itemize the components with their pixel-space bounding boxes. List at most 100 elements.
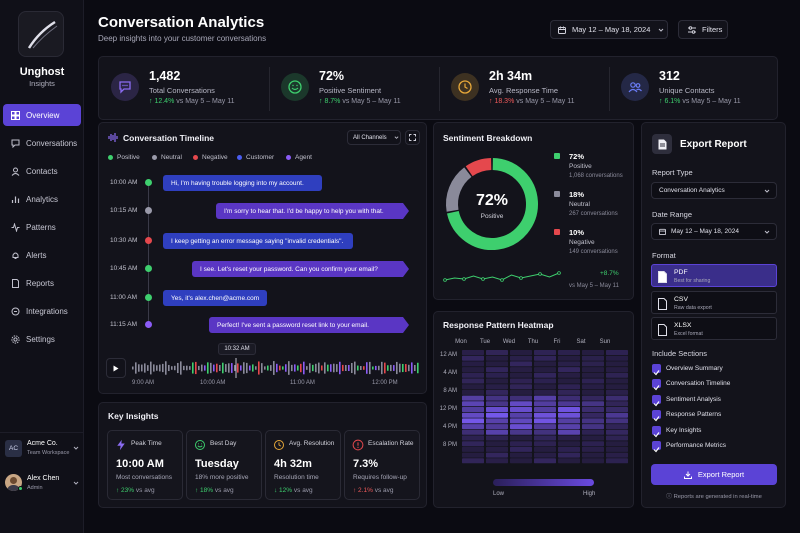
heatmap-cell bbox=[486, 435, 508, 441]
waveform-bar bbox=[216, 363, 218, 373]
export-footnote: ⓘ Reports are generated in real-time bbox=[651, 491, 777, 500]
plug-icon bbox=[11, 307, 26, 316]
waveform-bar bbox=[186, 365, 188, 371]
user-menu[interactable]: Alex Chen Admin bbox=[5, 474, 81, 496]
heatmap-cell bbox=[558, 441, 580, 447]
sentiment-pct: 72% bbox=[569, 152, 585, 161]
sentiment-name: Positive bbox=[569, 163, 592, 170]
heatmap-cell bbox=[558, 401, 580, 407]
waveform-bar bbox=[132, 366, 134, 370]
heatmap-cell bbox=[486, 361, 508, 367]
sidebar-item-alerts[interactable]: Alerts bbox=[3, 244, 81, 266]
section-checkbox[interactable] bbox=[652, 441, 661, 453]
waveform-bar bbox=[144, 363, 146, 373]
format-option-pdf[interactable]: PDF Best for sharing bbox=[651, 264, 777, 287]
filters-button[interactable]: Filters bbox=[678, 20, 728, 39]
waveform[interactable] bbox=[132, 358, 420, 378]
heatmap-cell bbox=[510, 367, 532, 373]
sidebar-item-conversations[interactable]: Conversations bbox=[3, 132, 81, 154]
sidebar-item-patterns[interactable]: Patterns bbox=[3, 216, 81, 238]
format-option-csv[interactable]: CSV Raw data export bbox=[651, 291, 777, 314]
sidebar-item-contacts[interactable]: Contacts bbox=[3, 160, 81, 182]
heatmap-cell bbox=[606, 395, 628, 401]
insight-card: Avg. Resolution 4h 32m Resolution time ↓ 12… bbox=[265, 430, 341, 500]
heatmap-cell bbox=[486, 378, 508, 384]
insight-change: ↑ 18% vs avg bbox=[195, 487, 234, 494]
stat-divider bbox=[269, 67, 270, 111]
chat-icon bbox=[11, 139, 26, 148]
waveform-bar bbox=[258, 361, 260, 375]
alert-icon bbox=[352, 438, 364, 451]
waveform-bar bbox=[147, 365, 149, 371]
sidebar-item-integrations[interactable]: Integrations bbox=[3, 300, 81, 322]
heatmap-cell bbox=[462, 452, 484, 458]
heatmap-cell bbox=[462, 418, 484, 424]
insight-value: 7.3% bbox=[353, 458, 379, 470]
report-type-select[interactable]: Conversation Analytics bbox=[651, 182, 777, 199]
waveform-bar bbox=[165, 361, 167, 375]
customer-message[interactable]: Yes, it's alex.chen@acme.com bbox=[163, 290, 267, 306]
waveform-bar bbox=[327, 364, 329, 372]
play-button[interactable] bbox=[106, 358, 126, 378]
heatmap-cell bbox=[534, 418, 556, 424]
page-title: Conversation Analytics bbox=[98, 14, 265, 31]
workspace-switcher[interactable]: AC Acme Co. Team Workspace bbox=[5, 439, 81, 461]
agent-message[interactable]: Perfect! I've sent a password reset link… bbox=[209, 317, 409, 333]
export-date-range-select[interactable]: May 12 – May 18, 2024 bbox=[651, 223, 777, 240]
heatmap-cell bbox=[606, 435, 628, 441]
section-checkbox[interactable] bbox=[652, 364, 661, 376]
heatmap-time-label: 4 AM bbox=[443, 370, 457, 376]
heatmap-scale-bar bbox=[493, 479, 594, 486]
section-label: Key Insights bbox=[666, 426, 702, 434]
format-option-xlsx[interactable]: XLSX Excel format bbox=[651, 317, 777, 340]
agent-message[interactable]: I see. Let's reset your password. Can yo… bbox=[192, 261, 409, 277]
insight-card: Best Day Tuesday 18% more positive ↑ 18% vs… bbox=[186, 430, 262, 500]
stat-change-value: ↑ 12.4% bbox=[149, 98, 175, 105]
customer-message[interactable]: I keep getting an error message saying "… bbox=[163, 233, 353, 249]
waveform-bar bbox=[333, 363, 335, 373]
agent-message[interactable]: I'm sorry to hear that. I'd be happy to … bbox=[216, 203, 409, 219]
sidebar-item-settings[interactable]: Settings bbox=[3, 328, 81, 350]
waveform-bar bbox=[366, 362, 368, 374]
sparkline-point bbox=[481, 277, 485, 281]
insight-sub: Requires follow-up bbox=[353, 474, 407, 481]
heatmap-cell bbox=[582, 412, 604, 418]
grid-icon bbox=[11, 110, 26, 120]
heatmap-cell bbox=[462, 412, 484, 418]
message-time: 10:30 AM bbox=[110, 237, 138, 244]
heatmap-time-label: 8 AM bbox=[443, 388, 457, 394]
waveform-bar bbox=[300, 363, 302, 373]
date-range-label-export: Date Range bbox=[652, 210, 693, 219]
heatmap-cell bbox=[510, 372, 532, 378]
sidebar-item-reports[interactable]: Reports bbox=[3, 272, 81, 294]
section-checkbox[interactable] bbox=[652, 394, 661, 407]
waveform-bar bbox=[372, 366, 374, 370]
stat-value: 2h 34m bbox=[489, 69, 533, 83]
heatmap-cell bbox=[606, 424, 628, 430]
insight-compare: vs avg bbox=[214, 487, 234, 494]
customer-message[interactable]: Hi, I'm having trouble logging into my a… bbox=[163, 175, 322, 191]
heatmap-cell bbox=[462, 435, 484, 441]
brand-subtitle: Insights bbox=[29, 79, 55, 88]
waveform-bar bbox=[141, 364, 143, 372]
waveform-bar bbox=[264, 366, 266, 370]
sidebar-item-overview[interactable]: Overview bbox=[3, 104, 81, 126]
expand-button[interactable] bbox=[405, 130, 420, 145]
section-checkbox[interactable] bbox=[652, 410, 661, 422]
waveform-bar bbox=[381, 361, 383, 375]
sidebar: Unghost Insights Overview Conversations Co… bbox=[0, 0, 84, 533]
export-report-button[interactable]: Export Report bbox=[651, 464, 777, 485]
section-checkbox[interactable] bbox=[652, 425, 661, 438]
sidebar-item-label: Overview bbox=[26, 110, 60, 120]
check-icon bbox=[653, 370, 660, 376]
waveform-bar bbox=[390, 364, 392, 372]
user-name: Alex Chen bbox=[27, 475, 60, 482]
channel-select[interactable]: All Channels bbox=[347, 130, 401, 145]
include-sections-label: Include Sections bbox=[652, 349, 708, 358]
date-range-picker[interactable]: May 12 – May 18, 2024 bbox=[550, 20, 668, 39]
waveform-bar bbox=[318, 362, 320, 374]
heatmap-cell bbox=[534, 378, 556, 384]
sidebar-item-analytics[interactable]: Analytics bbox=[3, 188, 81, 210]
section-checkbox[interactable] bbox=[652, 379, 661, 391]
format-label: Format bbox=[652, 251, 676, 260]
